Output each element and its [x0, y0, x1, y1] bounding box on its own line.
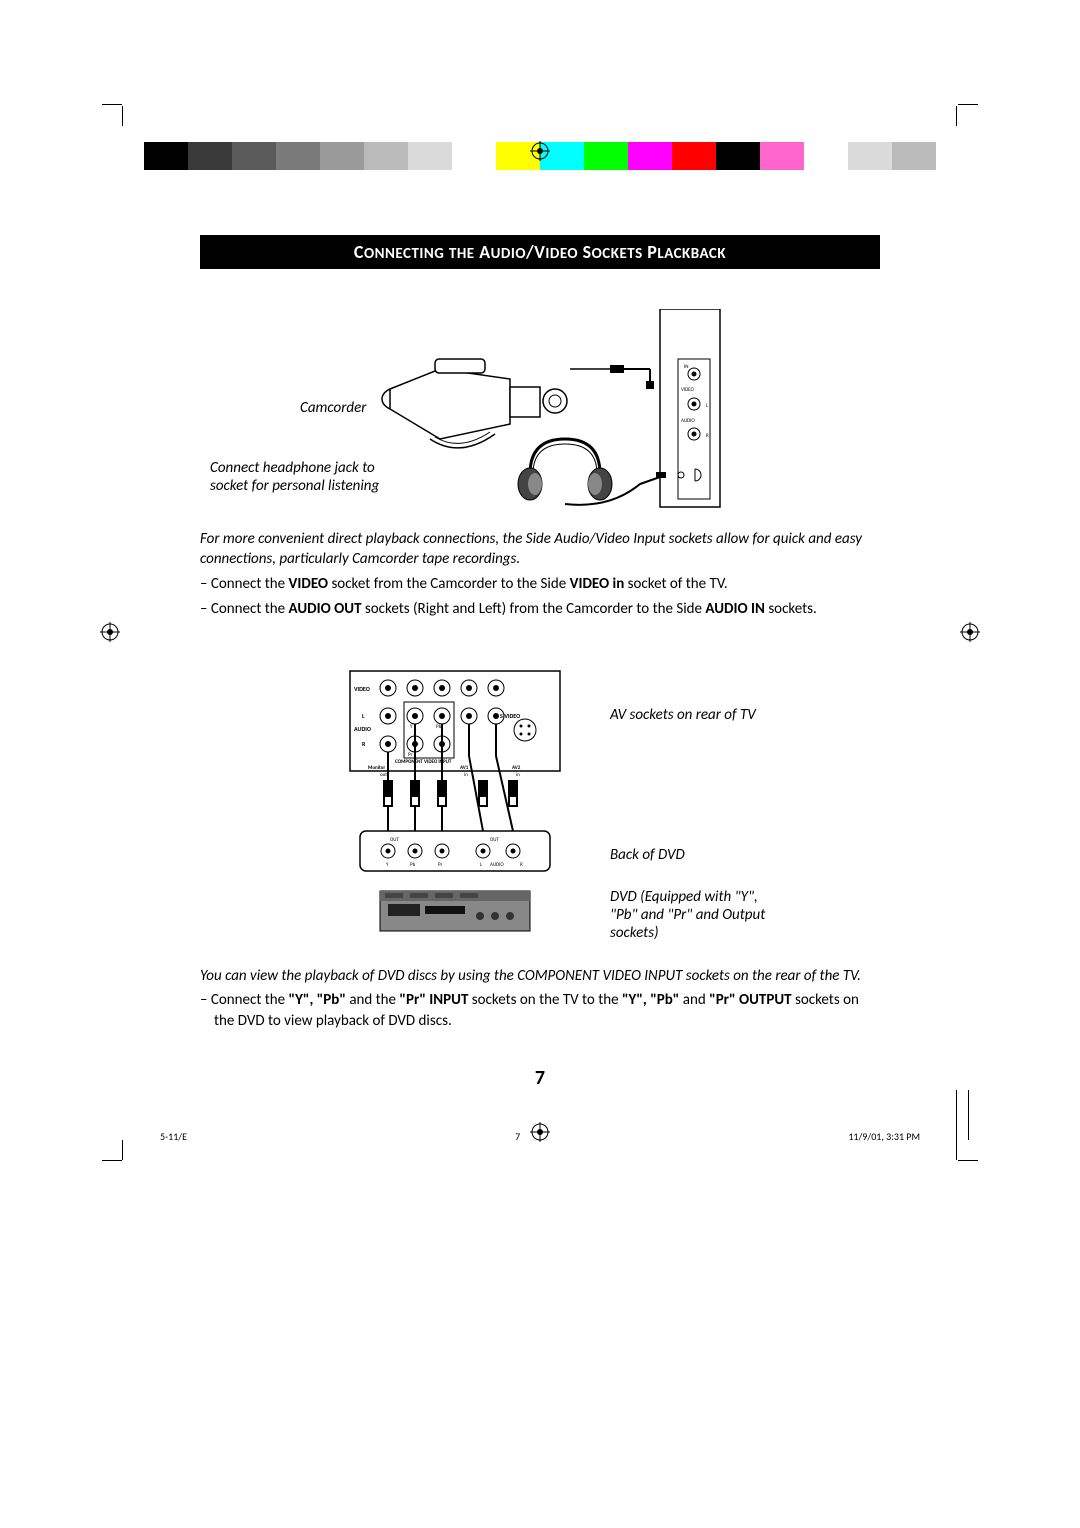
crop-mark	[102, 104, 122, 105]
diagram2-svg: VIDEO L AUDIO R Y Pb Pr S-VIDEO COMPONEN…	[340, 666, 580, 956]
crop-mark	[122, 106, 123, 126]
dvd-note-2: "Pb" and "Pr" and Output	[610, 906, 765, 924]
svg-text:VIDEO: VIDEO	[354, 685, 370, 693]
crop-mark	[122, 1140, 123, 1160]
section2-bullet: – Connect the "Y", "Pb" and the "Pr" INP…	[200, 990, 880, 1032]
crop-mark	[958, 104, 978, 105]
section1-bullet-2: – Connect the AUDIO OUT sockets (Right a…	[200, 599, 880, 620]
dvd-note-1: DVD (Equipped with "Y",	[610, 888, 758, 906]
svg-text:in: in	[516, 772, 520, 778]
svg-text:COMPONENT VIDEO INPUT: COMPONENT VIDEO INPUT	[395, 759, 452, 765]
svg-text:Pr: Pr	[438, 862, 443, 868]
svg-text:OUT: OUT	[390, 837, 400, 843]
crop-mark	[958, 1160, 978, 1161]
section2-intro: You can view the playback of DVD discs b…	[200, 966, 880, 986]
svg-text:AV1: AV1	[460, 765, 469, 771]
socket-video-label: VIDEO	[681, 387, 695, 393]
av-sockets-label: AV sockets on rear of TV	[610, 706, 756, 724]
socket-in-label: IN	[684, 364, 689, 370]
crop-mark	[956, 106, 957, 126]
crop-mark	[956, 1090, 957, 1140]
registration-mark-right	[960, 622, 980, 642]
footer-timestamp: 11/9/01, 3:31 PM	[848, 1130, 920, 1143]
back-of-dvd-label: Back of DVD	[610, 846, 685, 864]
svg-text:in: in	[464, 772, 468, 778]
socket-audio-label: AUDIO	[681, 418, 695, 424]
section1-bullet-1: – Connect the VIDEO socket from the Camc…	[200, 574, 880, 595]
diagram-dvd-connection: AV sockets on rear of TV Back of DVD DVD…	[360, 666, 800, 956]
diagram-camcorder-connection: Camcorder Connect headphone jack to sock…	[300, 309, 780, 509]
svg-text:S-VIDEO: S-VIDEO	[500, 712, 520, 720]
section-title: CONNECTING THE AUDIO/VIDEO SOCKETS PLACK…	[200, 235, 880, 269]
registration-mark-top	[530, 141, 550, 161]
svg-text:AUDIO: AUDIO	[354, 725, 371, 733]
svg-text:OUT: OUT	[490, 837, 500, 843]
svg-text:Pr: Pr	[408, 752, 413, 758]
svg-text:out: out	[380, 772, 387, 778]
svg-text:AUDIO: AUDIO	[490, 862, 504, 868]
registration-mark-left	[100, 622, 120, 642]
svg-text:Monitor: Monitor	[368, 765, 385, 771]
page-footer: 5-11/E 7 11/9/01, 3:31 PM	[160, 1130, 920, 1143]
page-content: CONNECTING THE AUDIO/VIDEO SOCKETS PLACK…	[200, 235, 880, 1090]
svg-text:R: R	[706, 433, 709, 439]
svg-text:Pb: Pb	[410, 862, 416, 868]
footer-doc-ref: 5-11/E	[160, 1130, 187, 1143]
footer-page: 7	[515, 1130, 520, 1143]
section1-intro: For more convenient direct playback conn…	[200, 529, 880, 570]
diagram-svg: IN VIDEO L AUDIO R	[300, 309, 780, 509]
page-number: 7	[200, 1066, 880, 1090]
svg-text:R: R	[520, 862, 523, 868]
crop-mark	[968, 1090, 969, 1140]
dvd-note-3: sockets)	[610, 924, 659, 942]
crop-mark	[102, 1160, 122, 1161]
crop-mark	[956, 1140, 957, 1160]
svg-text:AV2: AV2	[512, 765, 521, 771]
svg-text:Pb: Pb	[436, 724, 442, 730]
